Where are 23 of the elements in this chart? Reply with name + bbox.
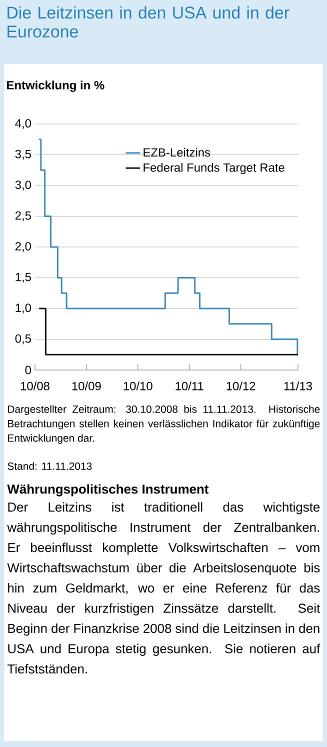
y-tick-label: 2,5 [15, 211, 31, 222]
y-tick-label: 0,5 [15, 334, 31, 344]
x-tick-label: 10/10 [124, 382, 152, 390]
legend-label: EZB-Leitzins [144, 148, 210, 157]
y-tick-label: 4,0 [15, 119, 32, 129]
x-tick-label: 11/13 [284, 382, 312, 390]
x-tick-label: 10/11 [176, 382, 204, 390]
legend-label: Federal Funds Target Rate [144, 163, 284, 174]
text: Der Leitzins ist traditionell das wichtigste währungspolitische Instrument der Zentralbanken. Er beeinflusst komplette Volkswirtschaften – vom Wirtschaftswachstum über die Arbeitslosenquote bis hin zum Geldmarkt, wo er eine Referenz für das Niveau der kurzfristigen Zinssätze darstellt. Seit Beginn der Finanzkrise 2008 sind die Leitzinsen in den USA und Europa stetig gesunken. Sie notieren auf Tiefstständen. [7, 502, 320, 674]
y-tick-label: 0 [25, 366, 32, 374]
text: Stand: 11.11.2013 [8, 462, 92, 470]
y-tick-label: 3,5 [15, 150, 31, 160]
y-tick-label: 2,0 [15, 242, 32, 252]
text: Dargestellter Zeitraum: 30.10.2008 bis 11.11.2013. Historische Betrachtungen stellen keinen verlässlichen Indikator für zukünftige Entwicklungen dar. [8, 405, 320, 444]
chart-title: Die Leitzinsen in den USA und in der Eurozone [8, 6, 290, 38]
y-tick-label: 3,0 [15, 180, 32, 190]
y-tick-label: 1,5 [16, 272, 31, 283]
x-tick-label: 10/08 [20, 382, 50, 390]
text: Währungspolitisches Instrument [7, 484, 209, 496]
x-tick-label: 10/12 [226, 382, 256, 390]
y-tick-label: 1,0 [16, 304, 32, 314]
y-axis-title: Entwicklung in % [7, 80, 104, 92]
x-tick-label: 10/09 [72, 382, 101, 390]
